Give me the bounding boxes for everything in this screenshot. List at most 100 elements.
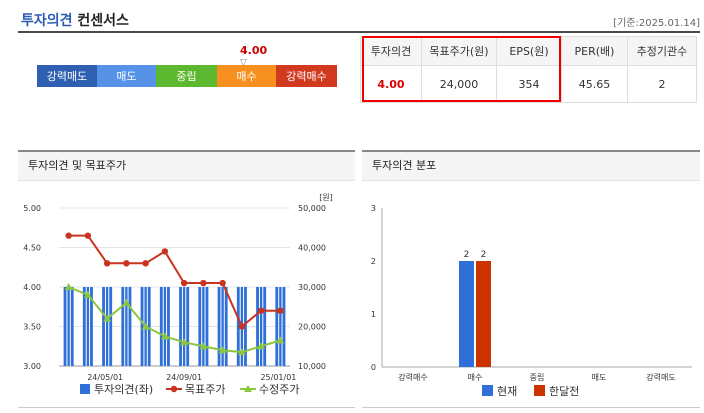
opinion-distribution-panel: 투자의견 분포 — [362, 150, 700, 181]
col-opinion: 투자의견 — [360, 36, 422, 66]
month-ago-bar — [476, 261, 491, 367]
adjusted-price-point — [141, 322, 150, 330]
x-tick: 강력매도 — [646, 372, 675, 382]
val-analyst-count: 2 — [627, 65, 697, 103]
scale-strong-buy: 강력매수 — [276, 65, 337, 87]
y-right-tick: 10,000 — [298, 362, 326, 371]
y-left-tick: 4.00 — [23, 283, 41, 292]
target-price-point — [219, 279, 226, 287]
data-label: 2 — [481, 250, 487, 260]
y-left-tick: 3.50 — [23, 323, 41, 332]
target-price-line — [68, 234, 281, 329]
section-title-part2: 컨센서스 — [77, 13, 129, 29]
val-eps: 354 — [496, 65, 562, 103]
col-analyst-count: 추정기관수 — [627, 36, 697, 66]
opinion-bar — [179, 287, 190, 366]
x-tick: 25/01/01 — [260, 373, 296, 382]
x-tick: 강력매수 — [398, 372, 427, 382]
y-tick: 3 — [371, 204, 376, 213]
adjusted-price-point — [122, 298, 131, 306]
target-price-point — [161, 248, 169, 255]
highlight-box — [362, 36, 561, 102]
target-price-point — [200, 279, 207, 287]
scale-strong-sell: 강력매도 — [37, 65, 97, 87]
opinion-bar — [102, 287, 113, 366]
col-per: PER(배) — [561, 36, 628, 66]
y-left-tick: 3.00 — [23, 362, 41, 371]
y-left-tick: 5.00 — [23, 204, 41, 213]
scale-neutral: 중립 — [156, 65, 217, 87]
x-tick: 중립 — [530, 373, 545, 382]
opinion-bar — [159, 287, 170, 366]
opinion-bar — [256, 287, 267, 366]
legend-label: 목표주가 — [185, 383, 225, 396]
opinion-bar — [121, 287, 132, 366]
legend-swatch-opinion — [80, 384, 90, 394]
target-price-point — [180, 279, 188, 287]
y-right-tick: 30,000 — [298, 283, 326, 292]
adjusted-price-point — [180, 338, 189, 346]
gauge-marker-value: 4.00 — [240, 44, 268, 57]
opinion-target-panel: 투자의견 및 목표주가 — [18, 150, 355, 181]
target-price-point — [238, 323, 246, 330]
adjusted-price-point — [64, 283, 73, 290]
opinion-bar — [82, 287, 93, 366]
opinion-target-chart: 5.00 4.50 4.00 3.50 3.00 50,000 40,000 30,000 20… — [23, 193, 333, 396]
legend-label: 현재 — [497, 385, 517, 398]
y-tick: 2 — [371, 257, 376, 266]
scale-buy: 매수 — [217, 65, 276, 87]
y-left-tick: 4.50 — [23, 244, 41, 253]
val-per: 45.65 — [561, 65, 628, 103]
adjusted-price-point — [103, 314, 112, 322]
target-price-point — [123, 260, 130, 267]
x-tick: 24/09/01 — [166, 373, 202, 382]
target-price-point — [103, 260, 111, 267]
adjusted-price-point — [199, 342, 208, 350]
legend-label: 한달전 — [549, 385, 579, 398]
x-tick: 24/05/01 — [87, 373, 123, 382]
legend-swatch-month-ago — [534, 385, 545, 396]
target-price-point — [257, 307, 265, 314]
val-target-price: 24,000 — [421, 65, 497, 103]
adjusted-price-point — [257, 342, 266, 350]
panel-title: 투자의견 분포 — [362, 152, 700, 181]
adjusted-price-point — [237, 348, 246, 356]
y-right-unit: [원] — [319, 193, 333, 202]
section-title-part1: 투자의견 — [21, 13, 73, 29]
data-label: 2 — [464, 250, 470, 260]
header-divider — [18, 31, 700, 33]
y-right-tick: 40,000 — [298, 244, 326, 253]
target-price-point — [65, 232, 72, 239]
legend-swatch-target — [170, 385, 178, 393]
opinion-bar — [275, 287, 286, 366]
legend-label: 투자의견(좌) — [94, 383, 153, 396]
adjusted-price-point — [276, 336, 285, 344]
y-tick: 1 — [371, 310, 376, 319]
y-tick: 0 — [371, 363, 376, 372]
opinion-bar — [217, 287, 228, 366]
opinion-scale: 강력매도 매도 중립 매수 강력매수 — [37, 65, 337, 87]
panel-bottom-border — [18, 407, 355, 408]
adjusted-price-point — [160, 332, 169, 340]
x-tick: 매수 — [468, 373, 483, 382]
opinion-bar — [198, 287, 209, 366]
panel-bottom-border — [362, 407, 700, 408]
adjusted-price-point — [83, 290, 92, 298]
adjusted-price-point — [218, 346, 227, 354]
opinion-bar — [63, 287, 74, 366]
legend-swatch-adjusted — [244, 385, 252, 392]
legend-swatch-current — [482, 385, 493, 396]
panel-title: 투자의견 및 목표주가 — [18, 152, 355, 181]
legend-label: 수정주가 — [259, 383, 299, 396]
gauge-marker-icon: ▽ — [240, 58, 247, 68]
target-price-point — [277, 307, 284, 314]
adjusted-price-line — [68, 286, 281, 354]
x-tick: 매도 — [592, 373, 607, 382]
section-title: 투자의견 컨센서스 — [21, 10, 129, 30]
target-price-point — [84, 232, 92, 239]
y-right-tick: 50,000 — [298, 204, 326, 213]
target-price-point — [142, 260, 149, 267]
scale-sell: 매도 — [97, 65, 156, 87]
current-bar — [459, 261, 474, 367]
